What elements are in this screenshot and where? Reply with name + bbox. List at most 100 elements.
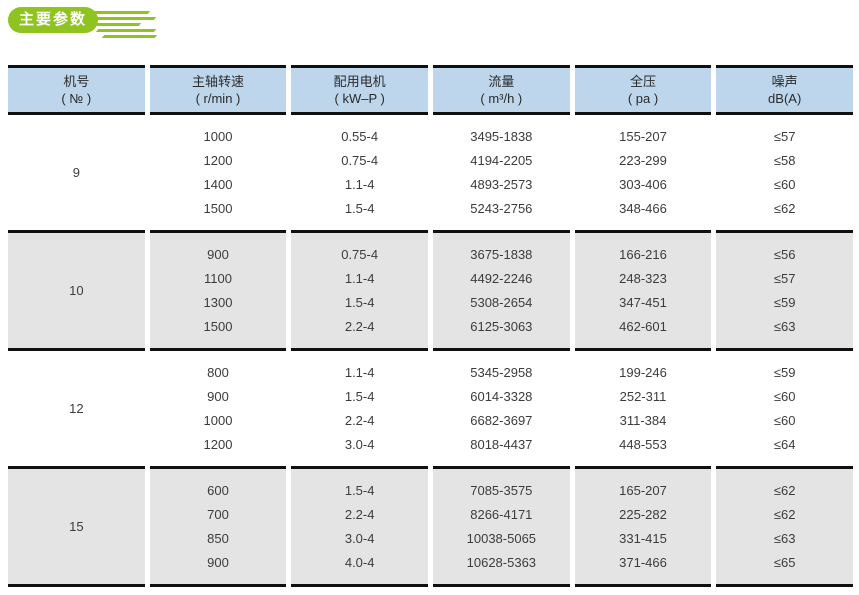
speed-values-cell: 800 900 1000 1200 xyxy=(149,351,287,469)
column-header-model: 机号 ( № ) xyxy=(8,65,145,115)
noise-value: ≤58 xyxy=(773,152,796,168)
flow-values-cell: 5345-2958 6014-3328 6682-3697 8018-4437 xyxy=(433,351,570,469)
model-number-cell: 15 xyxy=(8,469,145,587)
decorative-stripe xyxy=(85,17,157,20)
motor-value: 1.1-4 xyxy=(344,270,375,286)
speed-value: 800 xyxy=(207,364,229,380)
pressure-value: 248-323 xyxy=(619,270,667,286)
speed-value: 700 xyxy=(207,506,229,522)
pressure-value: 347-451 xyxy=(619,294,667,310)
pressure-value: 225-282 xyxy=(619,506,667,522)
parameters-table: 机号 ( № ) 主轴转速 ( r/min ) 配用电机 ( kW–P ) 流量… xyxy=(8,65,853,587)
motor-value: 2.2-4 xyxy=(344,506,375,522)
header-unit: ( № ) xyxy=(61,91,92,106)
motor-values-cell: 1.5-4 2.2-4 3.0-4 4.0-4 xyxy=(291,469,428,587)
section-title-area: 主要参数 xyxy=(8,6,178,38)
noise-values-cell: ≤62 ≤62 ≤63 ≤65 xyxy=(716,469,853,587)
speed-value: 1100 xyxy=(204,270,232,286)
header-label: 机号 xyxy=(63,74,90,89)
decorative-stripe xyxy=(95,29,157,32)
speed-value: 900 xyxy=(207,554,229,570)
motor-value: 1.5-4 xyxy=(344,482,375,498)
pressure-values-cell: 165-207 225-282 331-415 371-466 xyxy=(574,469,712,587)
speed-value: 1500 xyxy=(203,200,233,216)
speed-value: 1400 xyxy=(203,176,233,192)
pressure-value: 462-601 xyxy=(619,318,667,334)
speed-value: 1200 xyxy=(203,152,233,168)
flow-value: 8018-4437 xyxy=(470,436,533,452)
motor-values-cell: 0.75-4 1.1-4 1.5-4 2.2-4 xyxy=(291,233,428,351)
flow-value: 3675-1838 xyxy=(470,246,533,262)
noise-values-cell: ≤59 ≤60 ≤60 ≤64 xyxy=(716,351,853,469)
motor-value: 4.0-4 xyxy=(344,554,375,570)
speed-value: 1200 xyxy=(203,436,233,452)
noise-value: ≤56 xyxy=(773,246,796,262)
noise-value: ≤57 xyxy=(773,270,796,286)
speed-value: 850 xyxy=(207,530,229,546)
motor-value: 0.55-4 xyxy=(341,128,379,144)
noise-value: ≤57 xyxy=(773,128,796,144)
pressure-value: 348-466 xyxy=(619,200,667,216)
pressure-value: 371-466 xyxy=(619,554,667,570)
flow-values-cell: 3675-1838 4492-2246 5308-2654 6125-3063 xyxy=(433,233,570,351)
pressure-values-cell: 166-216 248-323 347-451 462-601 xyxy=(574,233,712,351)
pressure-values-cell: 155-207 223-299 303-406 348-466 xyxy=(574,115,712,233)
flow-value: 6125-3063 xyxy=(470,318,533,334)
pressure-values-cell: 199-246 252-311 311-384 448-553 xyxy=(574,351,712,469)
speed-value: 600 xyxy=(207,482,229,498)
motor-value: 1.5-4 xyxy=(344,388,375,404)
noise-value: ≤60 xyxy=(773,176,796,192)
speed-value: 1000 xyxy=(203,412,233,428)
flow-value: 10038-5065 xyxy=(466,530,537,546)
flow-value: 10628-5363 xyxy=(466,554,537,570)
noise-values-cell: ≤56 ≤57 ≤59 ≤63 xyxy=(716,233,853,351)
speed-value: 900 xyxy=(207,388,229,404)
flow-value: 7085-3575 xyxy=(470,482,533,498)
flow-value: 4492-2246 xyxy=(470,270,533,286)
header-unit: ( r/min ) xyxy=(195,91,241,106)
noise-value: ≤59 xyxy=(773,364,796,380)
header-unit: ( pa ) xyxy=(627,91,659,106)
motor-values-cell: 1.1-4 1.5-4 2.2-4 3.0-4 xyxy=(291,351,428,469)
motor-value: 1.1-4 xyxy=(344,176,375,192)
header-unit: dB(A) xyxy=(768,91,802,106)
flow-value: 3495-1838 xyxy=(470,128,533,144)
header-label: 噪声 xyxy=(771,74,798,89)
flow-value: 5345-2958 xyxy=(470,364,533,380)
column-header-noise: 噪声 dB(A) xyxy=(716,65,853,115)
model-number-cell: 12 xyxy=(8,351,145,469)
speed-value: 1300 xyxy=(203,294,233,310)
pressure-value: 155-207 xyxy=(619,128,667,144)
noise-value: ≤63 xyxy=(773,318,796,334)
flow-value: 6014-3328 xyxy=(470,388,533,404)
flow-values-cell: 3495-1838 4194-2205 4893-2573 5243-2756 xyxy=(433,115,570,233)
motor-value: 3.0-4 xyxy=(344,530,375,546)
motor-value: 1.5-4 xyxy=(344,200,375,216)
speed-values-cell: 600 700 850 900 xyxy=(149,469,287,587)
header-label: 全压 xyxy=(629,74,656,89)
column-header-flow: 流量 ( m³/h ) xyxy=(433,65,570,115)
page-title: 主要参数 xyxy=(8,7,99,33)
pressure-value: 331-415 xyxy=(619,530,667,546)
decorative-stripe xyxy=(90,23,142,26)
model-number-cell: 10 xyxy=(8,233,145,351)
pressure-value: 252-311 xyxy=(619,388,667,404)
noise-value: ≤63 xyxy=(773,530,796,546)
decorative-stripe xyxy=(92,11,151,14)
noise-value: ≤60 xyxy=(773,388,796,404)
motor-value: 0.75-4 xyxy=(341,246,379,262)
motor-value: 1.1-4 xyxy=(344,364,375,380)
model-number-cell: 9 xyxy=(8,115,145,233)
noise-value: ≤59 xyxy=(773,294,796,310)
speed-value: 900 xyxy=(207,246,229,262)
flow-values-cell: 7085-3575 8266-4171 10038-5065 10628-536… xyxy=(433,469,570,587)
speed-value: 1500 xyxy=(203,318,233,334)
column-header-speed: 主轴转速 ( r/min ) xyxy=(149,65,287,115)
noise-value: ≤62 xyxy=(773,506,796,522)
header-label: 主轴转速 xyxy=(191,74,244,89)
pressure-value: 165-207 xyxy=(619,482,667,498)
pressure-value: 199-246 xyxy=(619,364,667,380)
pressure-value: 303-406 xyxy=(619,176,667,192)
flow-value: 4194-2205 xyxy=(470,152,533,168)
header-label: 配用电机 xyxy=(333,74,386,89)
